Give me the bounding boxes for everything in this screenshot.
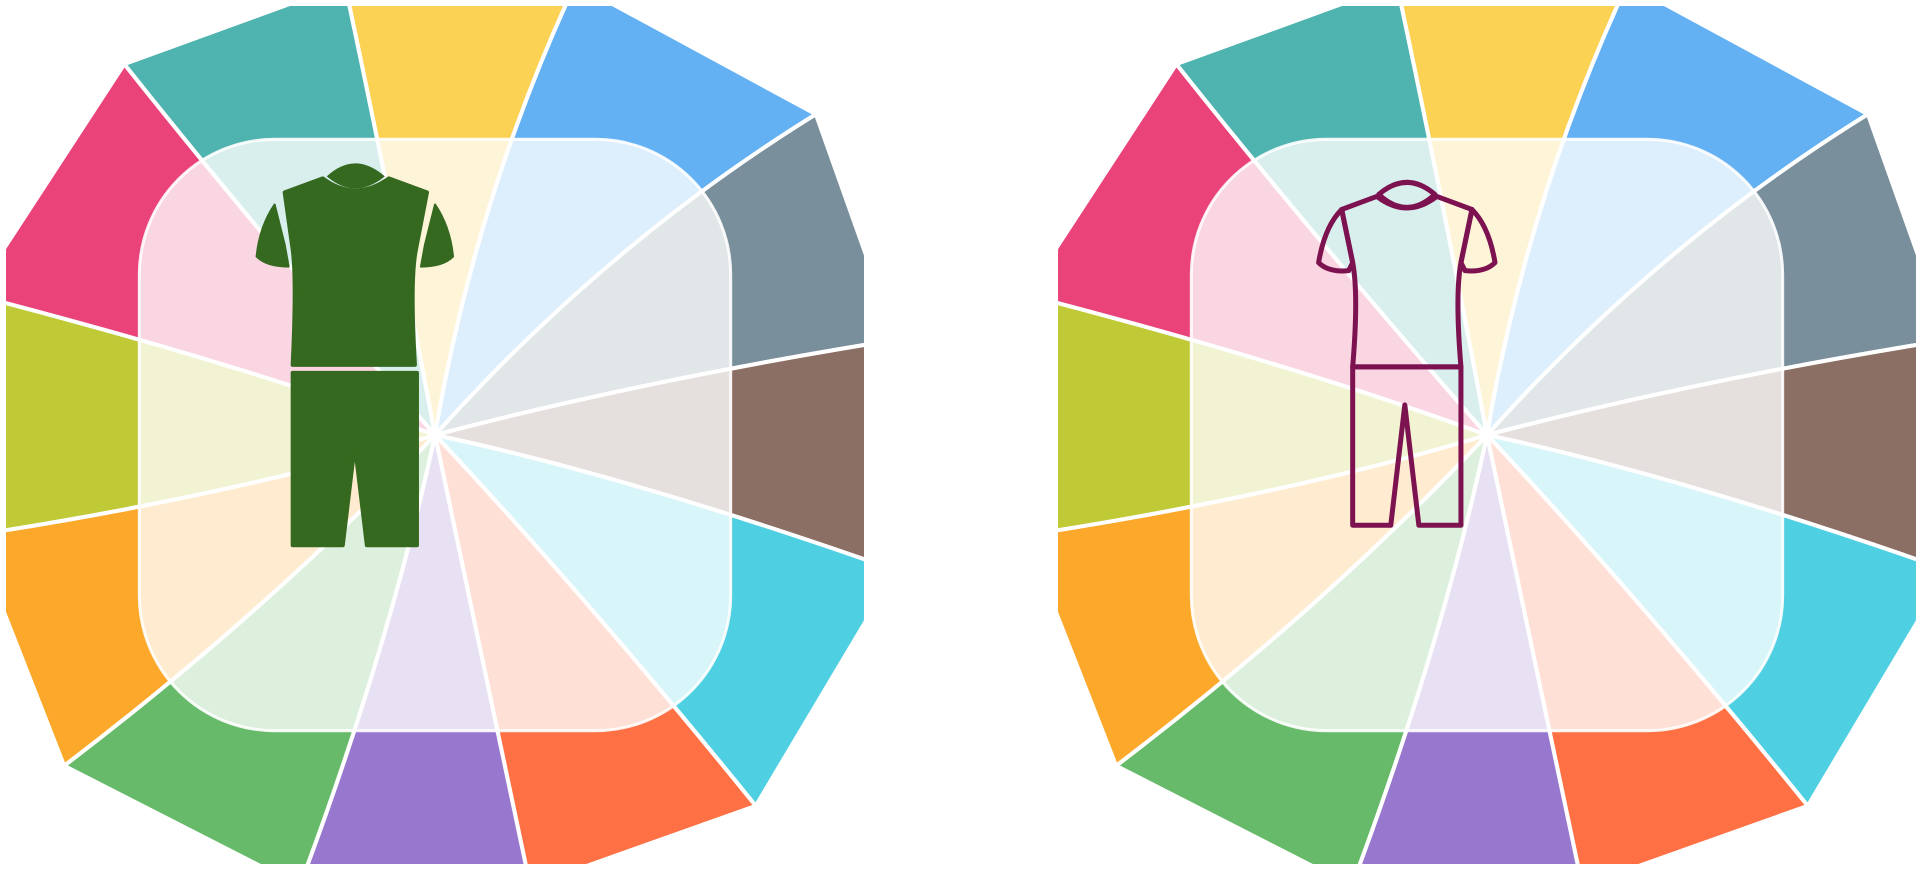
pants xyxy=(290,370,419,548)
tracksuit-line-svg xyxy=(1056,4,1918,866)
tile-border xyxy=(1056,4,1918,866)
tracksuit-figure xyxy=(255,163,455,548)
left-sleeve xyxy=(255,203,290,268)
shirt-collar xyxy=(326,163,385,189)
inner-panel xyxy=(137,137,733,733)
shirt-body xyxy=(282,176,429,367)
right-sleeve xyxy=(419,203,455,268)
tracksuit-glyph-svg xyxy=(4,4,866,866)
right-sleeve xyxy=(1458,206,1498,274)
inner-panel xyxy=(1189,137,1785,733)
tile-border xyxy=(4,4,866,866)
tracksuit-figure xyxy=(1316,180,1498,528)
left-sleeve xyxy=(1316,206,1356,274)
shirt-collar xyxy=(1376,180,1438,210)
pants xyxy=(1350,364,1464,528)
tracksuit-glyph-icon xyxy=(4,4,866,866)
tracksuit-line-icon xyxy=(1056,4,1918,866)
